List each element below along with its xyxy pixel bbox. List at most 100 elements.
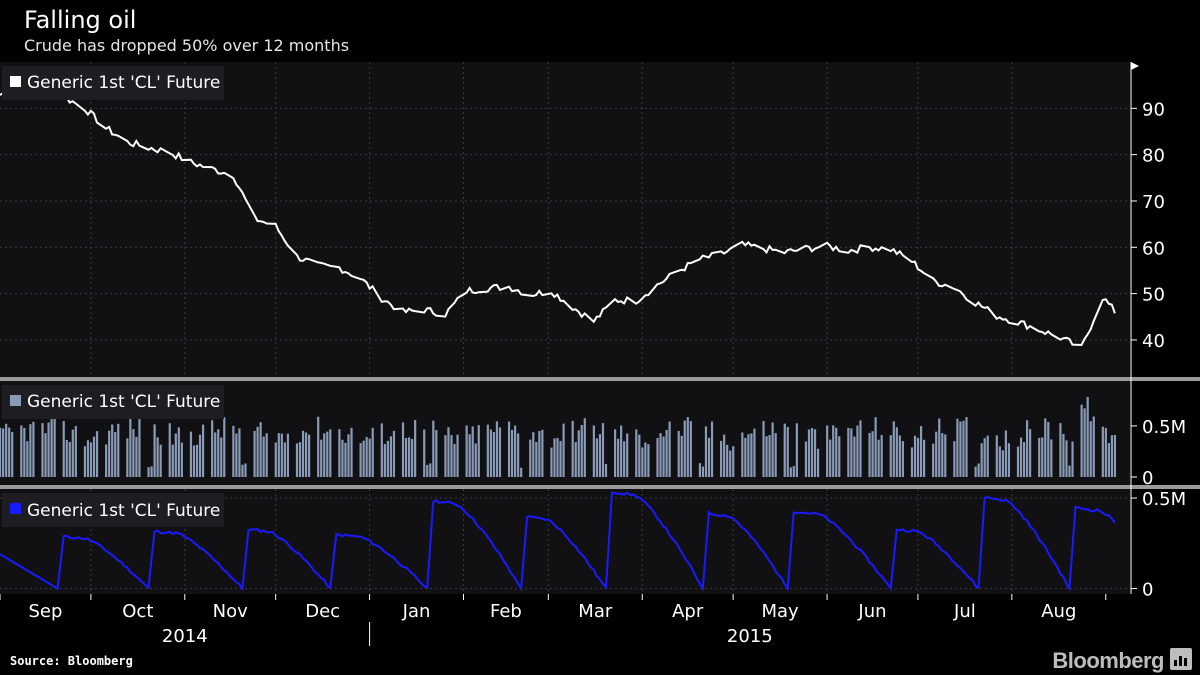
volume-bar: [277, 433, 280, 477]
volume-y-tick-label: 0: [1142, 468, 1153, 489]
volume-bar: [556, 437, 559, 477]
open-interest-legend: Generic 1st 'CL' Future: [2, 493, 224, 527]
volume-bar: [1062, 433, 1065, 477]
volume-bar: [74, 426, 77, 477]
volume-bar: [868, 432, 871, 477]
volume-bar: [286, 433, 290, 477]
volume-bar: [320, 439, 323, 477]
volume-bar: [786, 426, 789, 477]
volume-bar: [362, 440, 365, 477]
volume-bar: [859, 420, 862, 477]
volume-bar: [108, 430, 111, 477]
panel-separator-1: [0, 377, 1200, 381]
volume-bar: [386, 440, 389, 477]
volume-bar: [411, 439, 414, 477]
volume-bar: [0, 427, 2, 477]
volume-bar: [635, 429, 638, 477]
year-label: 2014: [162, 626, 208, 647]
price-y-tick-label: 60: [1142, 238, 1165, 259]
volume-bar: [765, 436, 768, 477]
volume-bar: [998, 446, 1001, 477]
volume-bar: [813, 429, 817, 477]
volume-bar: [1086, 396, 1089, 477]
volume-bar: [429, 463, 432, 477]
volume-bar: [1022, 442, 1026, 477]
volume-bar: [529, 439, 532, 477]
price-y-tick-label: 70: [1142, 192, 1165, 213]
volume-bar: [1068, 465, 1071, 477]
price-y-tick-label: 90: [1142, 99, 1165, 120]
volume-bar: [995, 435, 998, 477]
volume-bar: [138, 419, 141, 477]
volume-bar: [232, 425, 235, 477]
volume-bar: [404, 437, 408, 477]
volume-bar: [71, 429, 74, 477]
volume-bar: [177, 427, 180, 477]
volume-bar: [477, 425, 480, 477]
volume-bar: [577, 430, 580, 477]
year-label: 2015: [727, 626, 773, 647]
volume-bar: [1110, 435, 1114, 477]
volume-bar: [659, 433, 662, 477]
volume-bar: [195, 444, 199, 477]
volume-bar: [159, 444, 162, 477]
volume-panel: Generic 1st 'CL' Future 0 0.5M: [0, 381, 1186, 489]
volume-bar: [498, 427, 502, 477]
price-y-tick-label: 80: [1142, 146, 1165, 167]
volume-bar: [201, 424, 205, 477]
volume-bar: [617, 438, 620, 477]
volume-bar: [26, 441, 29, 477]
volume-bar: [910, 447, 914, 477]
volume-bar: [829, 439, 832, 477]
volume-bar: [507, 421, 511, 477]
volume-bar: [726, 444, 729, 477]
volume-bar: [744, 437, 747, 477]
volume-bar: [23, 427, 26, 477]
volume-bar: [941, 433, 944, 477]
volume-bar: [535, 442, 538, 477]
price-y-tick-label: 50: [1142, 285, 1165, 306]
x-tick-label: Mar: [578, 601, 613, 622]
volume-bar: [1080, 404, 1083, 477]
volume-bar: [916, 437, 920, 477]
volume-bar: [20, 425, 23, 477]
volume-bar: [214, 432, 217, 477]
volume-bar: [598, 434, 602, 477]
volume-bar: [977, 463, 980, 477]
volume-bar: [707, 437, 711, 477]
volume-bar: [832, 425, 835, 477]
volume-bar: [407, 437, 411, 477]
price-legend-swatch: [10, 76, 21, 87]
volume-legend-swatch: [10, 395, 21, 406]
volume-bar: [341, 439, 344, 477]
volume-bar: [532, 432, 535, 477]
volume-bar: [317, 416, 320, 477]
volume-bar: [2, 428, 5, 477]
volume-bar: [86, 440, 90, 477]
volume-bar: [729, 450, 732, 477]
volume-bar: [974, 466, 977, 477]
volume-bar: [1113, 435, 1117, 477]
volume-bar: [383, 443, 386, 477]
volume-bar: [938, 418, 941, 477]
volume-bar: [62, 421, 65, 477]
volume-bar: [192, 445, 196, 477]
volume-bar: [626, 433, 629, 477]
volume-bar: [1089, 421, 1092, 477]
volume-bar: [517, 433, 520, 477]
volume-bar: [432, 420, 435, 477]
volume-legend-label: Generic 1st 'CL' Future: [27, 392, 220, 412]
volume-bars: [0, 396, 1117, 477]
volume-bar: [559, 440, 562, 477]
volume-bar: [595, 438, 599, 477]
volume-bar: [804, 441, 808, 477]
volume-bar: [604, 463, 608, 477]
volume-bar: [647, 444, 650, 477]
volume-bar: [89, 442, 93, 477]
source-note: Source: Bloomberg: [10, 654, 133, 668]
volume-bar: [677, 430, 680, 477]
volume-bar: [856, 425, 859, 477]
volume-bar: [389, 436, 393, 477]
volume-bar: [68, 441, 71, 477]
volume-bar: [265, 433, 268, 477]
